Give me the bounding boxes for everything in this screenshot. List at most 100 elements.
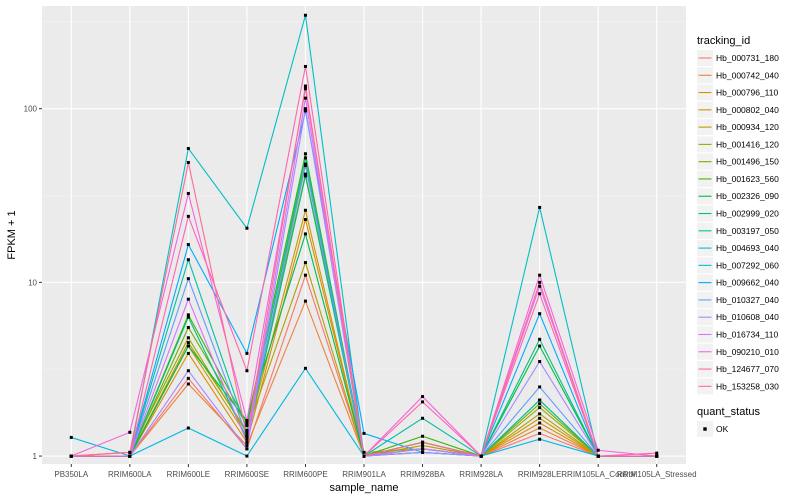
y-tick-label: 100	[24, 105, 38, 114]
data-point	[245, 369, 249, 373]
data-point	[186, 426, 190, 430]
legend-label: Hb_002999_020	[716, 209, 779, 219]
data-point	[538, 406, 542, 410]
legend-label: Hb_124677_070	[716, 364, 779, 374]
data-point	[421, 447, 425, 451]
quant-status-legend-marker	[703, 427, 707, 431]
data-point	[245, 429, 249, 433]
x-tick-label: RRIM105LA_Control	[561, 470, 635, 479]
legend-label: Hb_009662_040	[716, 278, 779, 288]
x-tick-label: RRIM600LA	[108, 470, 152, 479]
data-point	[303, 87, 307, 91]
data-point	[245, 444, 249, 448]
data-point	[303, 162, 307, 166]
data-point	[186, 336, 190, 340]
data-point	[186, 351, 190, 355]
data-point	[362, 450, 366, 454]
data-point	[421, 395, 425, 399]
data-point	[245, 440, 249, 444]
data-point	[245, 447, 249, 451]
data-point	[538, 292, 542, 296]
x-tick-label: PB350LA	[54, 470, 88, 479]
axes: 1 10 100 PB350LA RRIM600LA RRIM600LE RRIM600SE…	[24, 105, 697, 479]
data-point	[538, 284, 542, 288]
data-point	[655, 451, 659, 455]
x-tick-label: RRIM928BA	[400, 470, 445, 479]
y-tick-label: 1	[33, 452, 38, 461]
data-point	[538, 280, 542, 284]
y-tick-label: 10	[28, 278, 37, 287]
data-point	[538, 385, 542, 389]
data-point	[303, 172, 307, 176]
x-tick-label: RRIM600SE	[225, 470, 269, 479]
data-point	[303, 156, 307, 160]
data-point	[186, 315, 190, 319]
quant-status-legend-label: OK	[716, 424, 729, 434]
data-point	[303, 273, 307, 277]
x-tick-label: RRIM600PE	[283, 470, 327, 479]
legend-label: Hb_007292_060	[716, 260, 779, 270]
data-point	[303, 13, 307, 17]
data-point	[128, 430, 132, 434]
x-tick-label: RRIM901LA	[342, 470, 386, 479]
legend-label: Hb_000731_180	[716, 53, 779, 63]
data-point	[538, 344, 542, 348]
data-point	[421, 434, 425, 438]
data-point	[538, 412, 542, 416]
data-point	[538, 312, 542, 316]
data-point	[186, 214, 190, 218]
data-point	[245, 351, 249, 355]
legend-label: Hb_004693_040	[716, 243, 779, 253]
data-point	[186, 146, 190, 150]
data-point	[538, 426, 542, 430]
data-point	[303, 208, 307, 212]
data-point	[421, 416, 425, 420]
data-point	[186, 297, 190, 301]
legend-label: Hb_010327_040	[716, 295, 779, 305]
data-point	[245, 434, 249, 438]
legend-items: Hb_000731_180 Hb_000742_040 Hb_000796_110 H…	[697, 50, 779, 395]
data-point	[303, 174, 307, 178]
legend-label: Hb_003197_050	[716, 226, 779, 236]
data-point	[303, 64, 307, 68]
data-point	[479, 454, 483, 458]
data-point	[421, 450, 425, 454]
quant-status-legend-title: quant_status	[697, 406, 760, 418]
data-point	[421, 444, 425, 448]
legend-label: Hb_000742_040	[716, 70, 779, 80]
data-point	[245, 454, 249, 458]
data-point	[303, 366, 307, 370]
data-point	[538, 398, 542, 402]
data-point	[303, 152, 307, 156]
data-point	[186, 341, 190, 345]
data-point	[303, 84, 307, 88]
x-axis-title: sample_name	[329, 482, 398, 494]
data-point	[538, 337, 542, 341]
data-point	[186, 191, 190, 195]
data-point	[245, 419, 249, 423]
legend-label: Hb_002326_090	[716, 191, 779, 201]
y-axis-title: FPKM + 1	[6, 210, 18, 259]
legend: tracking_id Hb_000731_180Hb_000742_040Hb…	[697, 35, 779, 437]
data-point	[186, 376, 190, 380]
data-point	[538, 421, 542, 425]
data-point	[69, 435, 73, 439]
data-point	[538, 402, 542, 406]
data-point	[186, 313, 190, 317]
x-tick-label: RRIM928LE	[518, 470, 562, 479]
legend-label: Hb_001496_150	[716, 157, 779, 167]
data-point	[186, 325, 190, 329]
legend-label: Hb_000934_120	[716, 122, 779, 132]
data-point	[186, 369, 190, 373]
data-point	[186, 160, 190, 164]
data-point	[655, 454, 659, 458]
data-point	[303, 232, 307, 236]
legend-label: Hb_000802_040	[716, 105, 779, 115]
data-point	[128, 454, 132, 458]
data-point	[538, 360, 542, 364]
data-point	[303, 299, 307, 303]
data-point	[186, 382, 190, 386]
data-point	[245, 431, 249, 435]
data-point	[303, 107, 307, 111]
x-tick-label: RRIM600LE	[167, 470, 211, 479]
